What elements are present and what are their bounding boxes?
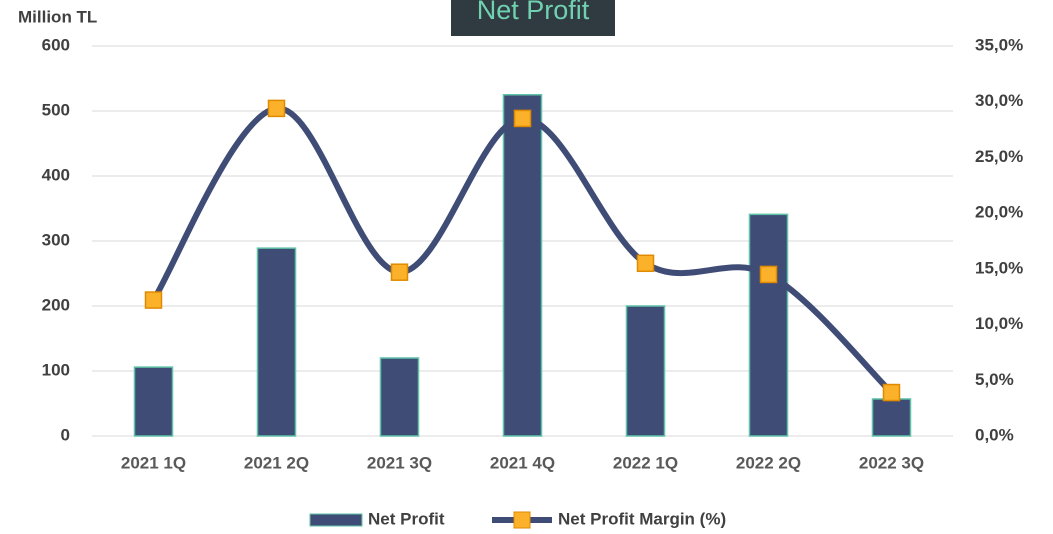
title-box: [451, 0, 615, 36]
marker: [390, 263, 409, 281]
x-tick-label: 2022 1Q: [613, 453, 678, 472]
marker: [513, 109, 532, 128]
marker: [144, 291, 163, 309]
y-tick-label: 400: [42, 165, 70, 184]
marker: [267, 99, 286, 118]
y-axis-title: Million TL: [18, 7, 97, 26]
legend-label: Net Profit Margin (%): [558, 509, 726, 528]
bar: [871, 398, 912, 437]
x-tick-label: 2021 3Q: [367, 453, 432, 472]
bar: [625, 305, 666, 437]
y2-tick-label: 25,0%: [975, 147, 1023, 166]
y-tick-label: 600: [42, 35, 70, 54]
y-tick-label: 0: [61, 425, 70, 444]
bar: [133, 366, 174, 437]
marker: [636, 254, 655, 273]
marker: [759, 265, 778, 284]
y2-tick-label: 0,0%: [975, 425, 1014, 444]
y2-tick-label: 10,0%: [975, 314, 1023, 333]
legend-label: Net Profit: [368, 509, 445, 528]
x-tick-label: 2022 2Q: [736, 453, 801, 472]
bar: [256, 247, 297, 437]
legend-marker: [513, 511, 531, 529]
marker: [882, 383, 901, 402]
x-tick-label: 2021 1Q: [121, 453, 186, 472]
x-tick-label: 2022 3Q: [859, 453, 924, 472]
y-tick-label: 200: [42, 295, 70, 314]
bar: [748, 213, 789, 437]
bar: [502, 94, 543, 437]
y2-tick-label: 5,0%: [975, 370, 1014, 389]
chart-title: Net Profit: [477, 0, 590, 25]
x-tick-label: 2021 4Q: [490, 453, 555, 472]
legend-swatch: [309, 513, 363, 527]
bar: [379, 357, 420, 437]
y2-tick-label: 30,0%: [975, 91, 1023, 110]
y-tick-label: 500: [42, 100, 70, 119]
y2-tick-label: 15,0%: [975, 258, 1023, 277]
y-tick-label: 100: [42, 360, 70, 379]
y2-tick-label: 35,0%: [975, 35, 1023, 54]
y-tick-label: 300: [42, 230, 70, 249]
x-tick-label: 2021 2Q: [244, 453, 309, 472]
y2-tick-label: 20,0%: [975, 203, 1023, 222]
